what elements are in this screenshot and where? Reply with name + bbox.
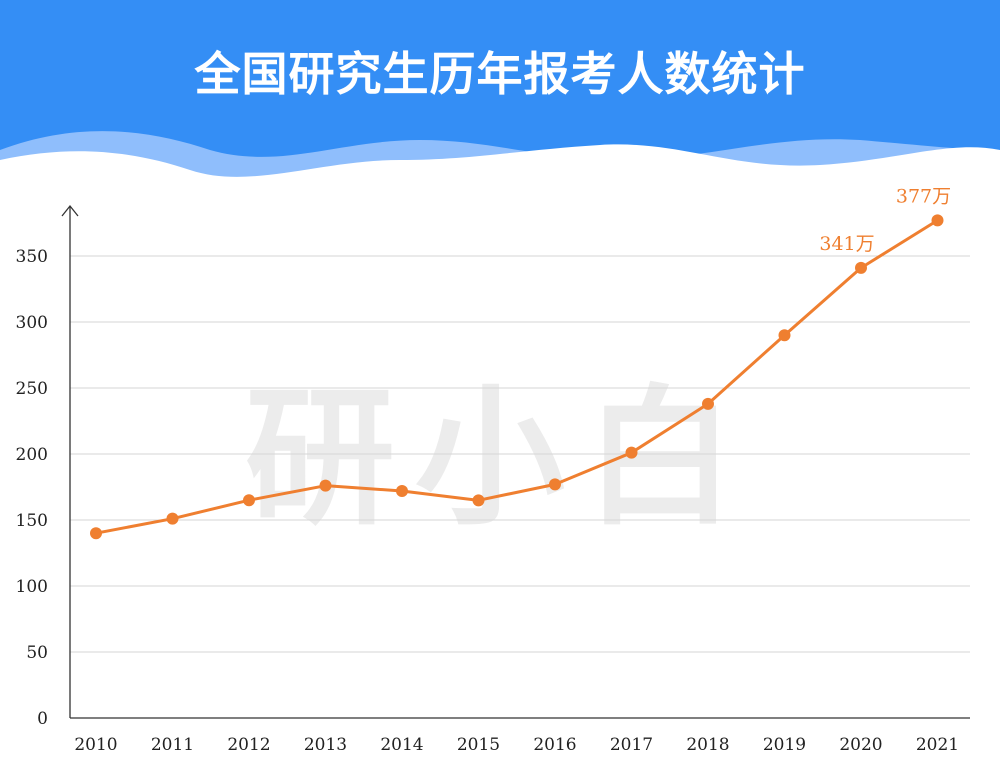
page-title: 全国研究生历年报考人数统计 — [194, 47, 806, 101]
y-tick-label: 300 — [16, 313, 48, 333]
data-point — [702, 397, 714, 410]
data-point — [90, 527, 102, 540]
x-tick-label: 2018 — [686, 735, 729, 755]
y-tick-label: 350 — [16, 247, 48, 267]
data-point — [625, 446, 638, 459]
x-tick-label: 2014 — [380, 735, 423, 755]
data-point — [549, 478, 561, 491]
x-tick-label: 2016 — [533, 735, 576, 755]
y-tick-label: 150 — [16, 511, 48, 531]
header-banner — [0, 0, 1000, 200]
y-tick-label: 200 — [16, 445, 48, 465]
x-tick-label: 2020 — [839, 735, 882, 755]
data-point — [855, 261, 867, 274]
x-tick-label: 2019 — [763, 735, 806, 755]
data-point — [166, 512, 179, 525]
data-point — [778, 329, 791, 342]
x-tick-label: 2013 — [304, 735, 347, 755]
y-tick-label: 50 — [26, 643, 48, 663]
y-tick-label: 100 — [16, 577, 48, 597]
y-tick-label: 0 — [37, 709, 48, 729]
x-tick-label: 2011 — [151, 735, 194, 755]
data-point — [931, 214, 944, 227]
x-tick-label: 2010 — [74, 735, 117, 755]
data-point — [396, 484, 408, 497]
series-line — [95, 219, 939, 535]
banner-wave-white — [0, 144, 1000, 200]
x-tick-label: 2021 — [916, 735, 959, 755]
x-tick-label: 2015 — [457, 735, 500, 755]
y-tick-label: 250 — [16, 379, 48, 399]
data-point — [243, 494, 255, 507]
y-axis-arrow — [61, 204, 79, 217]
x-tick-label: 2017 — [610, 735, 653, 755]
data-point — [319, 479, 332, 492]
data-label: 341万 — [819, 233, 874, 255]
data-point — [472, 494, 485, 507]
data-label: 377万 — [896, 185, 951, 207]
x-tick-label: 2012 — [227, 735, 270, 755]
